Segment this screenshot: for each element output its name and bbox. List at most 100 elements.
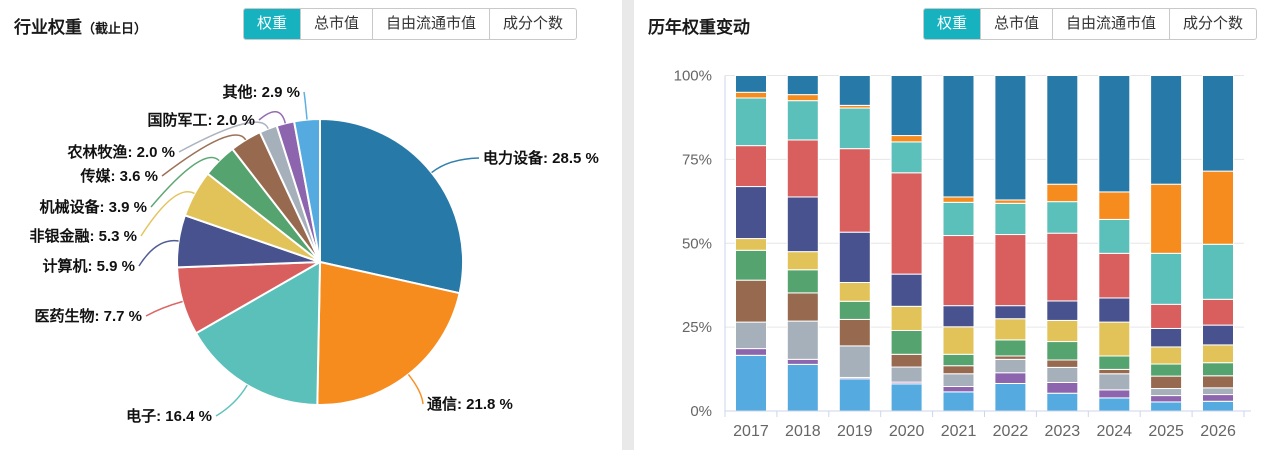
bar-segment-2021-machinery[interactable] (942, 353, 975, 367)
bar-segment-2017-agriculture[interactable] (735, 321, 767, 350)
bar-segment-2023-power-equipment[interactable] (1046, 75, 1079, 185)
bar-segment-2022-machinery[interactable] (994, 339, 1027, 357)
bar-segment-2021-defense-military[interactable] (942, 386, 975, 393)
bar-segment-2026-pharma-bio[interactable] (1202, 298, 1234, 326)
bar-segment-2023-electronics[interactable] (1046, 201, 1079, 234)
bar-segment-2021-media[interactable] (942, 365, 975, 375)
bar-segment-2019-pharma-bio[interactable] (838, 148, 871, 233)
bar-segment-2025-pharma-bio[interactable] (1150, 303, 1183, 329)
bar-segment-2020-agriculture[interactable] (890, 366, 923, 383)
bar-segment-2025-non-bank-finance[interactable] (1150, 346, 1183, 365)
bar-segment-2024-computer[interactable] (1098, 297, 1131, 323)
bar-segment-2020-computer[interactable] (890, 273, 923, 307)
bar-segment-2022-non-bank-finance[interactable] (994, 318, 1027, 341)
bar-segment-2026-defense-military[interactable] (1202, 394, 1234, 402)
right-tab-constituent-count[interactable]: 成分个数 (1168, 9, 1256, 39)
bar-segment-2026-agriculture[interactable] (1202, 387, 1234, 396)
bar-segment-2024-machinery[interactable] (1098, 355, 1131, 370)
bar-segment-2026-computer[interactable] (1202, 324, 1234, 346)
bar-segment-2021-electronics[interactable] (942, 201, 975, 237)
bar-segment-2017-media[interactable] (735, 279, 767, 323)
bar-segment-2020-electronics[interactable] (890, 141, 923, 174)
bar-segment-2023-telecom[interactable] (1046, 183, 1079, 203)
bar-segment-2020-pharma-bio[interactable] (890, 172, 923, 275)
bar-segment-2019-power-equipment[interactable] (838, 75, 871, 106)
bar-segment-2020-media[interactable] (890, 353, 923, 368)
bar-segment-2019-agriculture[interactable] (838, 345, 871, 378)
bar-segment-2017-electronics[interactable] (735, 97, 767, 147)
bar-segment-2019-computer[interactable] (838, 231, 871, 283)
bar-segment-2018-machinery[interactable] (786, 269, 819, 294)
bar-segment-2021-pharma-bio[interactable] (942, 235, 975, 307)
bar-segment-2017-other[interactable] (735, 354, 767, 412)
bar-segment-2021-computer[interactable] (942, 305, 975, 328)
bar-segment-2021-other[interactable] (942, 391, 975, 412)
bar-segment-2026-power-equipment[interactable] (1202, 75, 1234, 172)
bar-segment-2022-defense-military[interactable] (994, 372, 1027, 384)
bar-segment-2018-pharma-bio[interactable] (786, 139, 819, 198)
bar-segment-2018-defense-military[interactable] (786, 358, 819, 365)
bar-segment-2020-telecom[interactable] (890, 135, 923, 143)
bar-segment-2019-electronics[interactable] (838, 107, 871, 150)
bar-segment-2024-electronics[interactable] (1098, 218, 1131, 254)
bar-segment-2020-machinery[interactable] (890, 329, 923, 355)
bar-segment-2023-other[interactable] (1046, 392, 1079, 412)
right-tab-weight[interactable]: 权重 (923, 9, 980, 39)
bar-segment-2019-machinery[interactable] (838, 300, 871, 320)
bar-segment-2022-media[interactable] (994, 355, 1027, 360)
bar-segment-2023-non-bank-finance[interactable] (1046, 319, 1079, 343)
bar-segment-2018-electronics[interactable] (786, 100, 819, 141)
bar-segment-2022-computer[interactable] (994, 305, 1027, 320)
left-tab-free-float-market-cap[interactable]: 自由流通市值 (371, 9, 489, 39)
bar-segment-2024-media[interactable] (1098, 368, 1131, 375)
bar-segment-2025-other[interactable] (1150, 401, 1183, 412)
bar-segment-2022-electronics[interactable] (994, 202, 1027, 236)
bar-segment-2022-pharma-bio[interactable] (994, 234, 1027, 307)
bar-segment-2020-power-equipment[interactable] (890, 75, 923, 137)
bar-segment-2017-pharma-bio[interactable] (735, 145, 767, 188)
bar-segment-2025-defense-military[interactable] (1150, 395, 1183, 403)
left-tab-constituent-count[interactable]: 成分个数 (488, 9, 576, 39)
bar-segment-2026-telecom[interactable] (1202, 170, 1234, 245)
bar-segment-2017-defense-military[interactable] (735, 348, 767, 356)
bar-segment-2025-machinery[interactable] (1150, 363, 1183, 377)
bar-segment-2018-non-bank-finance[interactable] (786, 251, 819, 271)
bar-segment-2023-machinery[interactable] (1046, 341, 1079, 361)
bar-segment-2026-electronics[interactable] (1202, 243, 1234, 300)
bar-segment-2026-other[interactable] (1202, 400, 1234, 412)
right-tab-free-float-market-cap[interactable]: 自由流通市值 (1051, 9, 1169, 39)
bar-segment-2019-other[interactable] (838, 378, 871, 412)
pie-slice-other[interactable] (293, 118, 321, 263)
bar-segment-2018-telecom[interactable] (786, 94, 819, 102)
bar-segment-2021-power-equipment[interactable] (942, 75, 975, 198)
bar-segment-2017-telecom[interactable] (735, 91, 767, 99)
bar-segment-2019-non-bank-finance[interactable] (838, 282, 871, 302)
pie-slice-electronics[interactable] (195, 261, 321, 406)
bar-segment-2018-other[interactable] (786, 363, 819, 412)
bar-segment-2020-other[interactable] (890, 383, 923, 412)
bar-segment-2018-power-equipment[interactable] (786, 75, 819, 96)
bar-segment-2023-pharma-bio[interactable] (1046, 232, 1079, 302)
bar-segment-2023-computer[interactable] (1046, 300, 1079, 321)
bar-segment-2025-media[interactable] (1150, 375, 1183, 390)
bar-segment-2023-media[interactable] (1046, 359, 1079, 368)
bar-segment-2020-non-bank-finance[interactable] (890, 305, 923, 331)
bar-segment-2025-power-equipment[interactable] (1150, 75, 1183, 185)
bar-segment-2024-other[interactable] (1098, 397, 1131, 412)
bar-segment-2025-agriculture[interactable] (1150, 388, 1183, 397)
bar-segment-2023-defense-military[interactable] (1046, 381, 1079, 394)
right-tab-total-market-cap[interactable]: 总市值 (979, 9, 1052, 39)
bar-segment-2025-electronics[interactable] (1150, 252, 1183, 305)
bar-segment-2017-machinery[interactable] (735, 249, 767, 281)
bar-segment-2025-computer[interactable] (1150, 327, 1183, 348)
bar-segment-2022-agriculture[interactable] (994, 358, 1027, 374)
bar-segment-2021-agriculture[interactable] (942, 373, 975, 388)
bar-segment-2024-power-equipment[interactable] (1098, 75, 1131, 193)
bar-segment-2018-computer[interactable] (786, 196, 819, 253)
bar-segment-2024-telecom[interactable] (1098, 191, 1131, 220)
bar-segment-2018-media[interactable] (786, 292, 819, 322)
bar-segment-2025-telecom[interactable] (1150, 183, 1183, 254)
bar-segment-2017-non-bank-finance[interactable] (735, 238, 767, 251)
bar-segment-2017-computer[interactable] (735, 186, 767, 240)
bar-segment-2026-machinery[interactable] (1202, 362, 1234, 377)
